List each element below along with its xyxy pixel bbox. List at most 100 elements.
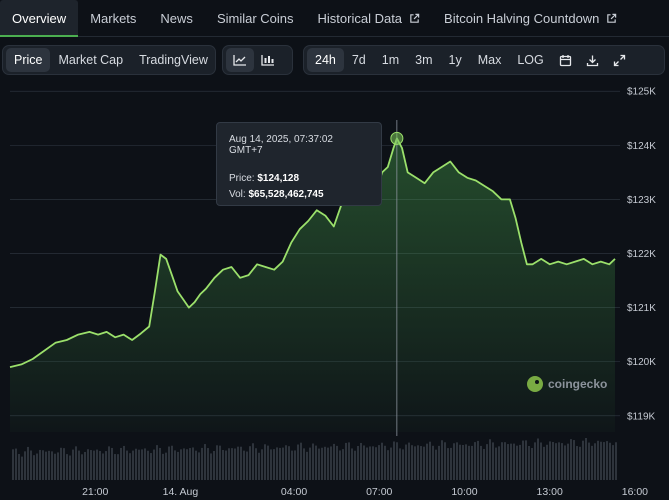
- volume-bar: [531, 448, 533, 480]
- volume-bar: [78, 450, 80, 480]
- volume-bar: [300, 442, 302, 480]
- range-3m-button[interactable]: 3m: [415, 53, 433, 67]
- volume-bar: [315, 445, 317, 480]
- log-scale-button[interactable]: LOG: [517, 53, 544, 67]
- volume-bar: [498, 446, 500, 480]
- tab-overview[interactable]: Overview: [0, 0, 79, 37]
- volume-bar: [132, 450, 134, 480]
- volume-bar: [84, 452, 86, 480]
- volume-bar: [453, 443, 455, 480]
- volume-bar: [423, 446, 425, 480]
- range-7d-button[interactable]: 7d: [351, 53, 366, 67]
- volume-bar: [603, 442, 605, 480]
- volume-bar: [588, 442, 590, 480]
- x-tick-label: 16:00: [622, 486, 648, 498]
- view-selector: Price Market Cap TradingView: [2, 45, 216, 75]
- volume-bar: [159, 447, 161, 480]
- market-cap-view-button[interactable]: Market Cap: [58, 53, 124, 67]
- volume-bar: [486, 444, 488, 480]
- volume-bar: [24, 451, 26, 480]
- volume-bar: [549, 441, 551, 480]
- volume-bar: [606, 441, 608, 480]
- line-chart-icon: [233, 55, 246, 66]
- volume-bar: [564, 445, 566, 480]
- tooltip-volume-label: Vol:: [229, 189, 246, 200]
- volume-bar: [264, 444, 266, 480]
- tooltip-time: Aug 14, 2025, 07:37:02 GMT+7: [229, 134, 333, 156]
- tradingview-button[interactable]: TradingView: [139, 53, 208, 67]
- volume-bar: [405, 444, 407, 480]
- volume-bar: [168, 446, 170, 480]
- volume-bar: [102, 453, 104, 480]
- volume-bar: [141, 449, 143, 480]
- volume-bar: [411, 445, 413, 480]
- volume-bar: [384, 445, 386, 480]
- volume-bar: [213, 451, 215, 480]
- volume-bar: [69, 455, 71, 480]
- volume-bar: [18, 454, 20, 480]
- range-1m-button[interactable]: 1m: [381, 53, 400, 67]
- volume-bar: [150, 453, 152, 480]
- volume-bar: [21, 456, 23, 480]
- tab-historical-data[interactable]: Historical Data: [306, 0, 433, 36]
- calendar-button[interactable]: [552, 48, 579, 72]
- volume-bar: [489, 439, 491, 480]
- tab-similar-coins[interactable]: Similar Coins: [205, 0, 306, 36]
- volume-bar: [279, 447, 281, 480]
- tooltip-price-value: $124,128: [257, 173, 300, 184]
- volume-bar: [63, 448, 65, 480]
- volume-bar: [216, 445, 218, 480]
- tab-news[interactable]: News: [148, 0, 205, 36]
- x-tick-label: 13:00: [537, 486, 563, 498]
- volume-bar: [12, 449, 14, 480]
- volume-bar: [27, 446, 29, 480]
- volume-bar: [207, 448, 209, 480]
- y-tick-label: $125K: [627, 87, 656, 98]
- volume-bar: [261, 449, 263, 480]
- download-icon: [586, 55, 598, 66]
- volume-bar: [525, 440, 527, 480]
- line-chart-button[interactable]: [226, 48, 254, 72]
- volume-bar: [435, 449, 437, 480]
- volume-bar: [276, 447, 278, 480]
- volume-bar: [297, 444, 299, 480]
- chart-toolbar: Price Market Cap TradingView 24h 7d 1m 3…: [0, 45, 669, 75]
- range-max-button[interactable]: Max: [477, 53, 502, 67]
- volume-bar: [294, 450, 296, 480]
- fullscreen-button[interactable]: [606, 48, 633, 72]
- volume-bar: [465, 444, 467, 480]
- candlestick-icon: [261, 55, 274, 66]
- candlestick-chart-button[interactable]: [254, 48, 282, 72]
- volume-bar: [399, 448, 401, 480]
- volume-bar: [138, 449, 140, 480]
- range-24h-button[interactable]: 24h: [307, 48, 344, 72]
- tab-halving-countdown[interactable]: Bitcoin Halving Countdown: [432, 0, 629, 36]
- volume-bar: [456, 442, 458, 480]
- volume-bar: [45, 451, 47, 480]
- tooltip-volume-row: Vol: $65,528,462,745: [229, 189, 369, 200]
- volume-bar: [30, 450, 32, 480]
- volume-bar: [570, 439, 572, 480]
- volume-bar: [144, 448, 146, 480]
- volume-bar: [480, 445, 482, 480]
- volume-bar: [552, 442, 554, 480]
- volume-bar: [426, 443, 428, 480]
- volume-bar: [507, 444, 509, 480]
- download-button[interactable]: [579, 48, 606, 72]
- volume-bar: [609, 442, 611, 480]
- volume-bar: [600, 441, 602, 480]
- volume-bar: [375, 447, 377, 480]
- range-1y-button[interactable]: 1y: [448, 53, 462, 67]
- price-line: [9, 137, 616, 368]
- volume-bar: [342, 449, 344, 480]
- volume-bar: [267, 445, 269, 480]
- price-view-button[interactable]: Price: [6, 48, 51, 72]
- tab-markets[interactable]: Markets: [78, 0, 148, 36]
- price-tooltip: Aug 14, 2025, 07:37:02 GMT+7 Price: $124…: [216, 122, 382, 206]
- volume-bar: [234, 448, 236, 480]
- volume-bar: [336, 445, 338, 480]
- tooltip-price-row: Price: $124,128: [229, 173, 369, 184]
- volume-bar: [222, 450, 224, 480]
- volume-bar: [357, 446, 359, 480]
